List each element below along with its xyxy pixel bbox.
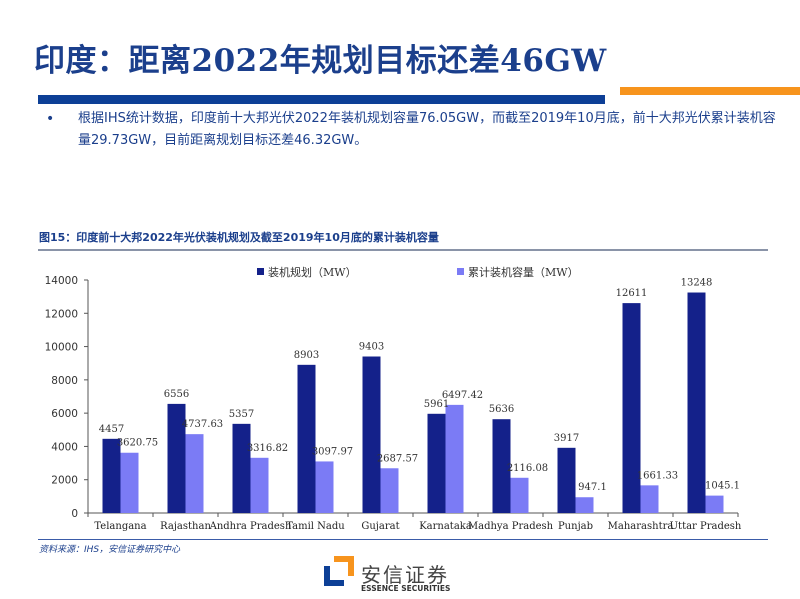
legend-label-cumulative: 累计装机容量（MW） — [468, 266, 579, 279]
y-tick-label: 0 — [71, 508, 78, 520]
logo-name-cn: 安信证券 — [361, 563, 449, 587]
company-logo: 安信证券 ESSENCE SECURITIES — [324, 556, 484, 596]
data-label-cumulative: 6497.42 — [442, 390, 483, 401]
data-label-planned: 9403 — [359, 342, 384, 353]
figure-title: 图15：印度前十大邦2022年光伏装机规划及截至2019年10月底的累计装机容量 — [39, 231, 439, 244]
bar-planned — [232, 423, 251, 513]
bar-planned — [687, 292, 706, 513]
bar-planned — [492, 419, 511, 513]
figure-title-rule — [38, 249, 768, 251]
bar-planned — [427, 413, 446, 513]
bar-cumulative — [120, 452, 139, 513]
logo-name-en: ESSENCE SECURITIES — [361, 584, 451, 593]
data-label-planned: 5636 — [489, 404, 514, 415]
bar-planned — [362, 356, 381, 513]
y-tick-label: 14000 — [45, 275, 78, 287]
bar-planned — [102, 438, 121, 513]
bar-cumulative — [575, 497, 594, 513]
bar-cumulative — [315, 461, 334, 513]
data-label-planned: 3917 — [554, 433, 579, 444]
data-label-planned: 8903 — [294, 350, 319, 361]
bar-planned — [622, 303, 641, 513]
x-tick-label: Karnataka — [419, 521, 472, 532]
source-note: 资料来源：IHS，安信证券研究中心 — [39, 545, 181, 555]
data-label-planned: 4457 — [99, 424, 124, 435]
bullet-marker: • — [46, 111, 55, 127]
data-label-planned: 5357 — [229, 409, 254, 420]
bullet-text: 根据IHS统计数据，印度前十大邦光伏2022年装机规划容量76.05GW，而截至… — [78, 111, 776, 148]
y-tick-label: 12000 — [45, 308, 78, 320]
x-tick-label: Madhya Pradesh — [468, 521, 554, 532]
chart-bars — [102, 292, 724, 513]
data-label-planned: 6556 — [164, 389, 189, 400]
data-label-cumulative: 3316.82 — [247, 443, 288, 454]
chart-data-labels: 4457 6556 5357 8903 9403 5961 5636 3917 12611 132… — [99, 278, 740, 494]
legend-label-planned: 装机规划（MW） — [268, 266, 357, 279]
bar-cumulative — [705, 495, 724, 513]
bar-cumulative — [510, 477, 529, 513]
logo-mark-icon — [324, 556, 354, 586]
data-label-planned: 13248 — [681, 278, 713, 289]
legend-item-cumulative: 累计装机容量（MW） — [457, 264, 579, 280]
title-rule-blue — [38, 95, 605, 104]
data-label-cumulative: 3620.75 — [117, 438, 158, 449]
bar-cumulative — [380, 468, 399, 513]
data-label-cumulative: 1661.33 — [637, 470, 678, 481]
bar-planned — [557, 447, 576, 513]
data-label-planned: 12611 — [616, 288, 648, 299]
y-tick-label: 10000 — [45, 342, 78, 354]
legend-item-planned: 装机规划（MW） — [257, 264, 357, 280]
data-label-planned: 5961 — [424, 399, 449, 410]
x-tick-label: Gujarat — [361, 521, 399, 532]
bar-cumulative — [185, 434, 204, 513]
y-tick-label: 8000 — [51, 375, 78, 387]
x-tick-label: Telangana — [94, 521, 146, 532]
slide-title: 印度：距离2022年规划目标还差46GW — [34, 43, 607, 79]
y-tick-label: 2000 — [51, 475, 78, 487]
data-label-cumulative: 2116.08 — [507, 463, 548, 474]
legend-swatch-planned — [257, 268, 264, 275]
x-tick-label: Uttar Pradesh — [670, 521, 742, 532]
x-tick-label: Rajasthan — [160, 521, 211, 532]
x-tick-label: Tamil Nadu — [286, 521, 345, 532]
y-tick-label: 4000 — [51, 441, 78, 453]
data-label-cumulative: 3097.97 — [312, 446, 353, 457]
legend-swatch-cumulative — [457, 268, 464, 275]
source-rule — [38, 539, 768, 540]
x-tick-label: Maharashtra — [608, 521, 674, 532]
x-tick-label: Andhra Pradesh — [209, 521, 292, 532]
bar-cumulative — [445, 404, 464, 513]
x-tick-label: Punjab — [558, 521, 593, 532]
data-label-cumulative: 4737.63 — [182, 419, 223, 430]
bar-cumulative — [640, 485, 659, 513]
bar-planned — [167, 403, 186, 513]
data-label-cumulative: 1045.1 — [705, 481, 740, 492]
bar-cumulative — [250, 457, 269, 513]
title-rule-orange — [620, 87, 800, 95]
chart-axes: 0 2000 4000 6000 8000 10000 12000 14000 Telangan… — [45, 275, 742, 532]
y-tick-label: 6000 — [51, 408, 78, 420]
bar-planned — [297, 364, 316, 513]
data-label-cumulative: 947.1 — [578, 482, 607, 493]
data-label-cumulative: 2687.57 — [377, 453, 418, 464]
